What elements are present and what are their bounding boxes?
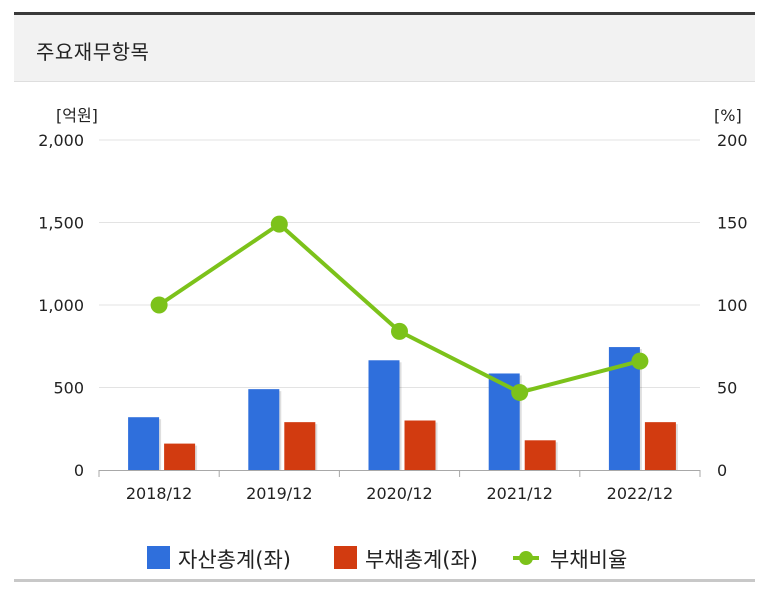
- financial-chart-panel: 주요재무항목: [14, 12, 755, 582]
- debt-ratio-point: [270, 215, 288, 233]
- line-series: [150, 215, 649, 401]
- bar-total-liabilities: [284, 422, 316, 470]
- top-rule: [14, 12, 755, 15]
- legend-swatch: [147, 546, 170, 569]
- bar-total-assets: [248, 389, 280, 470]
- y-right-tick-label: 50: [717, 379, 737, 398]
- y-left-tick-label: 500: [53, 379, 84, 398]
- debt-ratio-point: [511, 383, 529, 401]
- y-right-unit: [%]: [714, 106, 742, 125]
- bar-total-liabilities: [524, 440, 556, 470]
- y-right-tick-label: 0: [717, 461, 727, 480]
- bars: [128, 347, 678, 470]
- bar-total-liabilities: [644, 422, 676, 470]
- y-left-tick-label: 1,500: [38, 214, 84, 233]
- legend-swatch: [334, 546, 357, 569]
- x-tick-label: 2018/12: [126, 484, 192, 503]
- grid-lines: [99, 139, 700, 388]
- y-right-tick-label: 150: [717, 214, 748, 233]
- y-left-tick-label: 2,000: [38, 131, 84, 150]
- bar-total-liabilities: [164, 443, 196, 470]
- debt-ratio-point: [631, 352, 649, 370]
- bar-total-liabilities: [404, 420, 436, 470]
- axes: 0 500 1,000 1,500 2,000 0 50 100 150 200 [억원] [%] 20…: [38, 106, 747, 503]
- legend-point-swatch: [519, 551, 533, 565]
- x-tick-label: 2021/12: [486, 484, 552, 503]
- x-tick-label: 2020/12: [366, 484, 432, 503]
- debt-ratio-point: [391, 322, 408, 340]
- y-left-tick-label: 1,000: [38, 296, 84, 315]
- section-title: 주요재무항목: [36, 40, 150, 64]
- y-right-tick-label: 100: [717, 296, 748, 315]
- y-right-tick-label: 200: [717, 131, 748, 150]
- y-left-tick-label: 0: [74, 461, 84, 480]
- bottom-rule: [14, 579, 755, 582]
- x-tick-label: 2019/12: [246, 484, 312, 503]
- x-tick-label: 2022/12: [607, 484, 673, 503]
- bar-total-assets: [128, 417, 160, 470]
- panel-header: 주요재무항목: [14, 15, 755, 82]
- legend-label: 부채총계(좌): [365, 548, 478, 572]
- legend-label: 자산총계(좌): [178, 548, 291, 572]
- bar-total-assets: [368, 360, 400, 470]
- debt-ratio-point: [150, 296, 168, 314]
- legend: 자산총계(좌) 부채총계(좌) 부채비율: [147, 546, 627, 572]
- y-left-unit: [억원]: [56, 106, 98, 125]
- legend-label: 부채비율: [550, 548, 627, 572]
